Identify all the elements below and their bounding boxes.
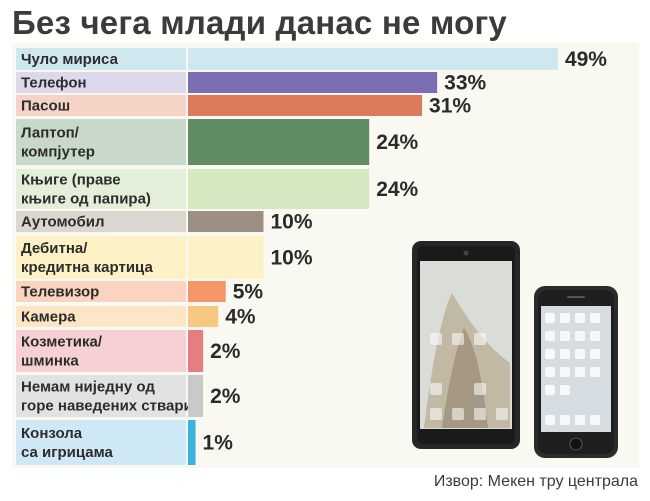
category-label-line: Дебитна/ (21, 240, 88, 257)
category-label: Аутомобил (21, 214, 105, 231)
value-label: 2% (210, 385, 241, 408)
category-label-background (16, 48, 186, 70)
bar (188, 375, 204, 417)
bar (188, 281, 226, 302)
category-label-background (16, 281, 186, 302)
category-label-line: Конзола (21, 425, 83, 442)
value-label: 1% (203, 432, 234, 455)
bar (188, 236, 264, 279)
bar-row: Пасош 31% (16, 95, 471, 118)
category-label-background (16, 72, 186, 93)
category-label-line: Козметика/ (21, 334, 103, 351)
category-label-line: Телевизор (21, 284, 99, 301)
bar-row: Камера 4% (16, 306, 256, 329)
category-label-background (16, 119, 186, 165)
category-label: Камера (21, 309, 76, 326)
bar (188, 119, 370, 165)
bar-chart: Чуло мириса 49% Телефон 33% Пасош 31% Лаптоп/к… (16, 48, 618, 465)
bar-row: Козметика/шминка 2% (16, 330, 241, 372)
value-label: 4% (225, 306, 256, 329)
bar-row: Дебитна/кредитна картица 10% (16, 236, 313, 279)
category-label-line: књиге од папира) (21, 191, 151, 208)
category-label-line: шминка (21, 353, 79, 370)
value-label: 2% (210, 340, 241, 363)
category-label: Дебитна/кредитна картица (21, 240, 153, 276)
category-label-line: Књиге (праве (21, 172, 121, 189)
category-label-background (16, 420, 186, 465)
category-label-background (16, 236, 186, 279)
category-label: Телевизор (21, 284, 99, 301)
category-label-background (16, 375, 186, 417)
value-label: 24% (376, 178, 418, 201)
bars-layer: Чуло мириса 49% Телефон 33% Пасош 31% Лаптоп/к… (16, 48, 607, 465)
bar (188, 211, 264, 232)
category-label-line: Аутомобил (21, 214, 105, 231)
source-note: Извор: Мекен тру централа (433, 473, 638, 490)
bar (188, 330, 204, 372)
category-label: Чуло мириса (21, 51, 119, 68)
bar-row: Конзола са игрицама 1% (16, 420, 233, 465)
category-label: Телефон (21, 75, 87, 92)
category-label-background (16, 169, 186, 209)
bar-row: Књиге (праве књиге од папира) 24% (16, 169, 419, 209)
value-label: 5% (233, 281, 264, 304)
category-label: Лаптоп/компјутер (21, 125, 95, 161)
category-label-line: са игрицама (21, 444, 114, 461)
bar-row: Лаптоп/компјутер 24% (16, 119, 419, 165)
category-label-background (16, 211, 186, 232)
category-label: Козметика/шминка (21, 334, 103, 370)
chart-area: Чуло мириса 49% Телефон 33% Пасош 31% Лаптоп/к… (12, 43, 639, 468)
category-label-line: Камера (21, 309, 76, 326)
value-label: 33% (444, 72, 486, 95)
category-label-background (16, 330, 186, 372)
value-label: 10% (271, 211, 313, 234)
category-label-line: горе наведених ствари (21, 398, 193, 415)
category-label: Књиге (праве књиге од папира) (21, 172, 151, 208)
bar-row: Телевизор 5% (16, 281, 263, 304)
bar-row: Чуло мириса 49% (16, 48, 607, 71)
bar-row: Телефон 33% (16, 72, 487, 95)
category-label-line: компјутер (21, 144, 95, 161)
category-label-line: Лаптоп/ (21, 125, 80, 142)
category-label-line: Немам ниједну од (21, 379, 155, 396)
bar-row: Аутомобил 10% (16, 211, 313, 234)
category-label-background (16, 306, 186, 327)
bar (188, 95, 423, 116)
smartphones-illustration (412, 241, 618, 458)
category-label-line: Пасош (21, 98, 70, 115)
category-label: Пасош (21, 98, 70, 115)
category-label-line: Телефон (21, 75, 87, 92)
bar (188, 169, 370, 209)
value-label: 31% (429, 95, 471, 118)
bar (188, 48, 558, 70)
value-label: 49% (565, 48, 607, 71)
category-label-line: Чуло мириса (21, 51, 119, 68)
bar (188, 420, 196, 465)
chart-title: Без чега млади данас не могу (12, 4, 507, 41)
bar (188, 306, 219, 327)
category-label-background (16, 95, 186, 116)
value-label: 10% (271, 247, 313, 270)
value-label: 24% (376, 131, 418, 154)
category-label: Конзола са игрицама (21, 425, 114, 461)
bar (188, 72, 438, 93)
category-label-line: кредитна картица (21, 259, 153, 276)
category-label: Немам ниједну од горе наведених ствари (21, 379, 193, 415)
bar-row: Немам ниједну од горе наведених ствари 2% (16, 375, 241, 417)
